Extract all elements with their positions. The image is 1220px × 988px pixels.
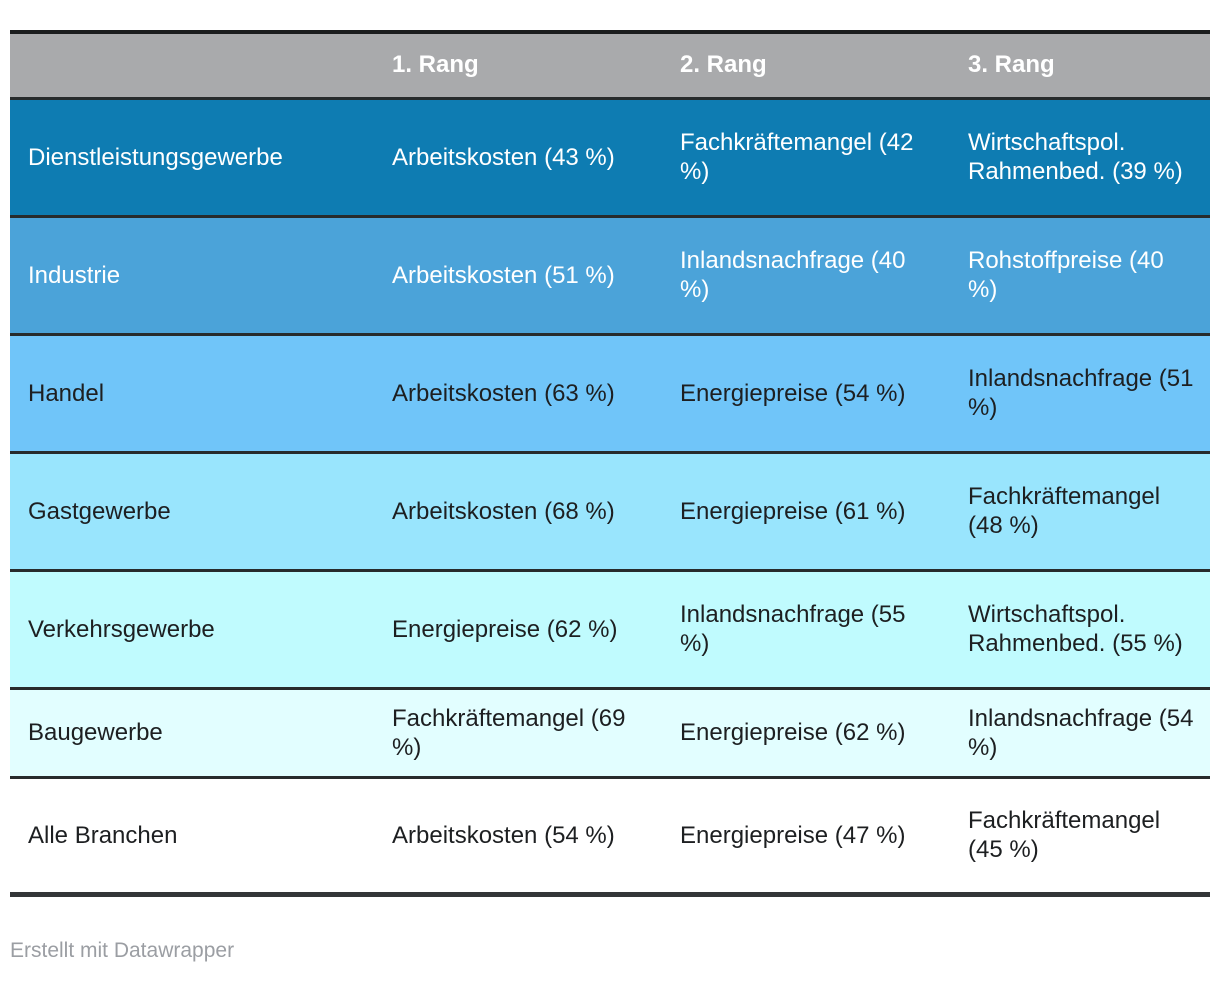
table-row: Alle Branchen Arbeitskosten (54 %) Energ…	[10, 775, 1210, 894]
rank-cell: Arbeitskosten (51 %)	[376, 214, 664, 334]
rank-cell: Inlandsnachfrage (40 %)	[664, 214, 952, 334]
rank-cell: Energiepreise (62 %)	[664, 686, 952, 777]
row-label: Alle Branchen	[10, 775, 376, 894]
header-row: 1. Rang 2. Rang 3. Rang	[10, 32, 1210, 98]
rank-cell: Energiepreise (62 %)	[376, 568, 664, 688]
header-cell-rank3: 3. Rang	[952, 32, 1210, 98]
table-row: Dienstleistungsgewerbe Arbeitskosten (43…	[10, 96, 1210, 216]
table-row: Verkehrsgewerbe Energiepreise (62 %) Inl…	[10, 568, 1210, 688]
rank-cell: Arbeitskosten (54 %)	[376, 775, 664, 894]
rank-cell: Energiepreise (61 %)	[664, 450, 952, 570]
row-label: Gastgewerbe	[10, 450, 376, 570]
rank-cell: Wirtschaftspol. Rahmenbed. (39 %)	[952, 96, 1210, 216]
table-row: Handel Arbeitskosten (63 %) Energiepreis…	[10, 332, 1210, 452]
rank-cell: Fachkräftemangel (45 %)	[952, 775, 1210, 894]
page: 1. Rang 2. Rang 3. Rang Dienstleistungsg…	[0, 30, 1220, 988]
rank-cell: Wirtschaftspol. Rahmenbed. (55 %)	[952, 568, 1210, 688]
row-label: Baugewerbe	[10, 686, 376, 777]
table-header: 1. Rang 2. Rang 3. Rang	[10, 32, 1210, 98]
table-body: Dienstleistungsgewerbe Arbeitskosten (43…	[10, 96, 1210, 894]
row-label: Industrie	[10, 214, 376, 334]
rank-cell: Fachkräftemangel (48 %)	[952, 450, 1210, 570]
credit-text: Erstellt mit Datawrapper	[10, 938, 235, 962]
table-row: Industrie Arbeitskosten (51 %) Inlandsna…	[10, 214, 1210, 334]
row-label: Verkehrsgewerbe	[10, 568, 376, 688]
header-cell-empty	[10, 32, 376, 98]
rank-cell: Arbeitskosten (43 %)	[376, 96, 664, 216]
rank-cell: Arbeitskosten (68 %)	[376, 450, 664, 570]
header-cell-rank2: 2. Rang	[664, 32, 952, 98]
rank-cell: Inlandsnachfrage (51 %)	[952, 332, 1210, 452]
sector-risk-table: 1. Rang 2. Rang 3. Rang Dienstleistungsg…	[10, 30, 1210, 897]
table-row: Gastgewerbe Arbeitskosten (68 %) Energie…	[10, 450, 1210, 570]
rank-cell: Fachkräftemangel (42 %)	[664, 96, 952, 216]
rank-cell: Energiepreise (47 %)	[664, 775, 952, 894]
rank-cell: Rohstoffpreise (40 %)	[952, 214, 1210, 334]
table-container: 1. Rang 2. Rang 3. Rang Dienstleistungsg…	[10, 30, 1210, 897]
rank-cell: Energiepreise (54 %)	[664, 332, 952, 452]
row-label: Handel	[10, 332, 376, 452]
row-label: Dienstleistungsgewerbe	[10, 96, 376, 216]
rank-cell: Arbeitskosten (63 %)	[376, 332, 664, 452]
rank-cell: Inlandsnachfrage (54 %)	[952, 686, 1210, 777]
rank-cell: Inlandsnachfrage (55 %)	[664, 568, 952, 688]
rank-cell: Fachkräftemangel (69 %)	[376, 686, 664, 777]
header-cell-rank1: 1. Rang	[376, 32, 664, 98]
table-row: Baugewerbe Fachkräftemangel (69 %) Energ…	[10, 686, 1210, 777]
